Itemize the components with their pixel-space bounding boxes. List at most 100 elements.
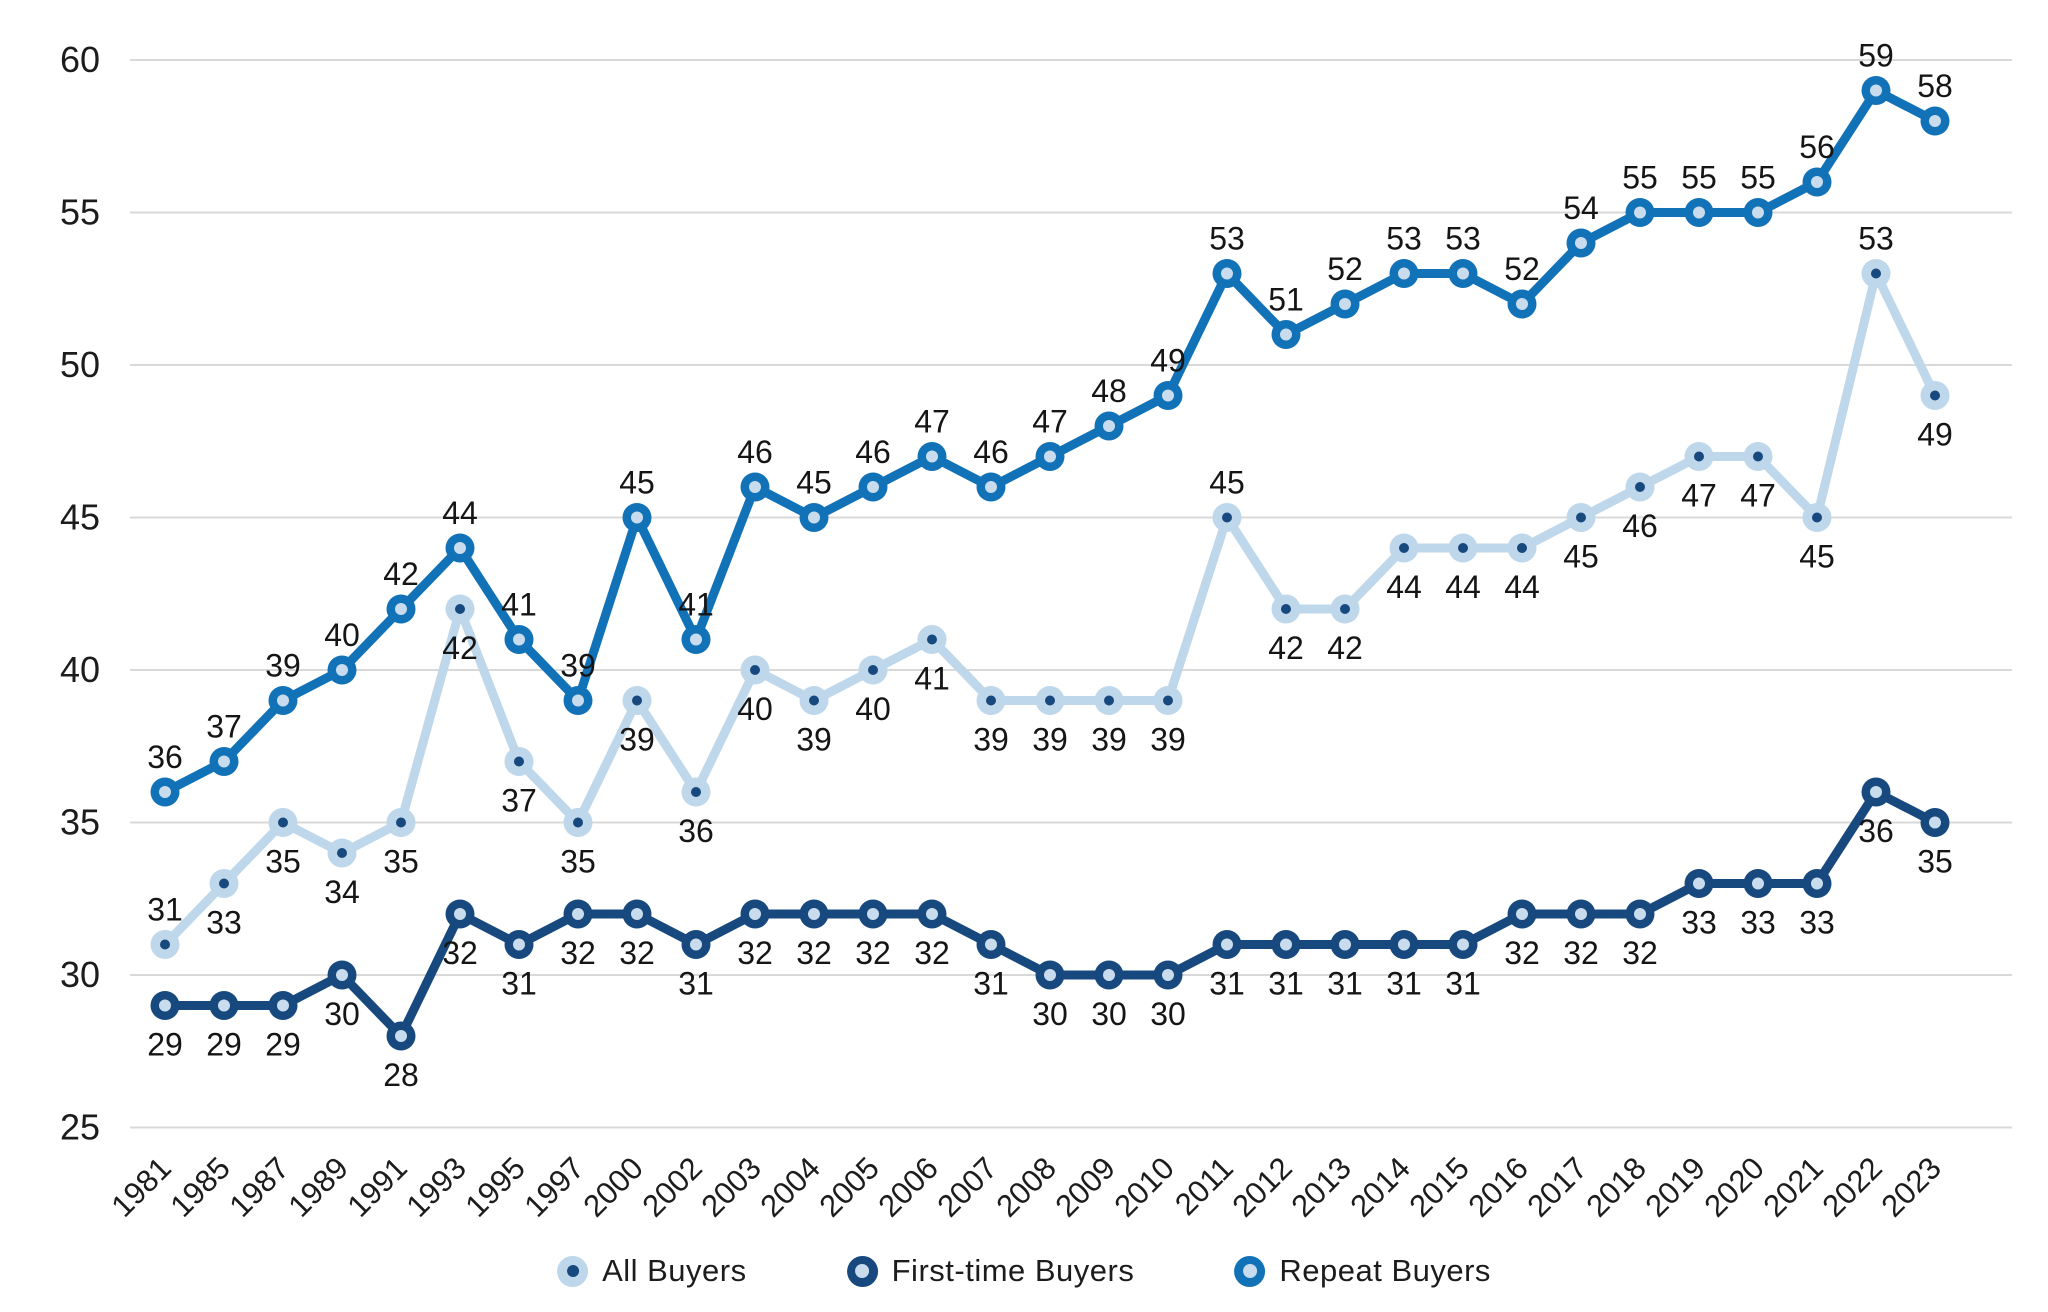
data-point-center-icon [632, 695, 642, 706]
repeat-buyers-marker-icon [1234, 1255, 1266, 1287]
y-tick-label: 60 [60, 39, 100, 80]
x-tick-label: 2010 [1107, 1150, 1181, 1224]
data-label: 29 [265, 1027, 301, 1063]
data-label: 32 [1563, 935, 1599, 971]
x-tick-label: 1985 [163, 1150, 237, 1224]
data-point-center-icon [1811, 877, 1823, 890]
data-point-center-icon [454, 542, 466, 554]
data-label: 39 [619, 722, 655, 758]
data-label: 42 [442, 630, 478, 666]
data-point-center-icon [1104, 695, 1114, 706]
repeat-buyers-marker-dot-icon [1242, 1264, 1257, 1278]
data-point-center-icon [927, 634, 937, 645]
data-point-center-icon [1399, 543, 1409, 553]
data-label: 40 [737, 691, 773, 727]
y-tick-label: 30 [60, 954, 100, 995]
x-tick-label: 2002 [635, 1150, 709, 1224]
data-label: 49 [1150, 343, 1186, 379]
data-label: 39 [1032, 722, 1068, 758]
data-point-center-icon [1280, 938, 1292, 951]
data-label: 42 [383, 556, 419, 592]
data-label: 36 [678, 813, 714, 849]
data-label: 53 [1386, 221, 1422, 257]
data-label: 46 [973, 434, 1009, 470]
x-tick-label: 2023 [1874, 1150, 1948, 1224]
data-label: 46 [1622, 508, 1658, 544]
data-point-center-icon [690, 938, 702, 951]
data-point-center-icon [1044, 450, 1056, 463]
data-label: 32 [737, 935, 773, 971]
data-label: 42 [1327, 630, 1363, 666]
data-point-center-icon [1221, 267, 1233, 280]
data-point-center-icon [1811, 176, 1823, 188]
x-tick-label: 2011 [1168, 1150, 1240, 1222]
data-label: 30 [324, 996, 360, 1032]
data-point-center-icon [218, 999, 230, 1012]
x-tick-label: 2019 [1638, 1150, 1712, 1224]
data-label: 45 [1799, 539, 1835, 575]
y-tick-label: 35 [60, 802, 100, 843]
data-label: 31 [1327, 966, 1363, 1002]
first-time-buyers-marker-dot-icon [855, 1264, 870, 1278]
x-tick-label: 2021 [1756, 1150, 1830, 1224]
y-tick-label: 55 [60, 192, 100, 233]
data-point-center-icon [750, 665, 760, 675]
data-label: 41 [678, 587, 714, 623]
data-label: 31 [678, 966, 714, 1002]
data-point-center-icon [454, 908, 466, 920]
data-point-center-icon [572, 908, 584, 920]
data-point-center-icon [809, 695, 819, 706]
data-label: 46 [737, 434, 773, 470]
x-tick-label: 2016 [1461, 1150, 1535, 1224]
data-point-center-icon [985, 481, 997, 493]
data-point-center-icon [986, 695, 996, 706]
data-label: 31 [1386, 966, 1422, 1002]
data-label: 41 [501, 587, 537, 623]
data-point-center-icon [691, 787, 701, 797]
data-label: 32 [619, 935, 655, 971]
data-label: 35 [383, 844, 419, 880]
data-point-center-icon [573, 817, 583, 828]
data-point-center-icon [1870, 786, 1882, 798]
data-point-center-icon [278, 817, 288, 828]
data-point-center-icon [277, 999, 289, 1012]
data-point-center-icon [1693, 206, 1705, 219]
x-tick-label: 2008 [989, 1150, 1063, 1224]
x-tick-label: 2015 [1402, 1150, 1476, 1224]
data-point-center-icon [867, 908, 879, 920]
data-point-center-icon [1458, 543, 1468, 553]
data-point-center-icon [159, 786, 171, 798]
data-label: 56 [1799, 129, 1835, 165]
data-point-center-icon [1280, 328, 1292, 341]
data-label: 52 [1504, 251, 1540, 287]
data-point-center-icon [337, 848, 347, 858]
data-label: 59 [1858, 38, 1894, 74]
data-label: 31 [1209, 966, 1245, 1002]
data-point-center-icon [1162, 389, 1174, 402]
data-label: 44 [1445, 569, 1481, 605]
data-label: 30 [1150, 996, 1186, 1032]
data-label: 32 [914, 935, 950, 971]
data-point-center-icon [749, 908, 761, 920]
data-label: 32 [442, 935, 478, 971]
x-tick-label: 1981 [104, 1150, 178, 1224]
data-point-center-icon [277, 694, 289, 707]
legend-item-first-time-buyers: First-time Buyers [846, 1253, 1135, 1289]
data-point-center-icon [1752, 206, 1764, 219]
legend-label-all-buyers: All Buyers [602, 1253, 747, 1288]
data-point-center-icon [1634, 206, 1646, 219]
data-point-center-icon [1753, 451, 1763, 462]
x-tick-label: 2003 [694, 1150, 768, 1224]
data-point-center-icon [1812, 512, 1822, 523]
x-tick-label: 2007 [930, 1150, 1004, 1224]
legend-item-repeat-buyers: Repeat Buyers [1234, 1253, 1491, 1289]
data-point-center-icon [1044, 969, 1056, 981]
data-point-center-icon [1930, 390, 1940, 401]
data-label: 49 [1917, 417, 1953, 453]
data-point-center-icon [1693, 877, 1705, 890]
data-label: 58 [1917, 68, 1953, 104]
data-point-center-icon [395, 1030, 407, 1042]
x-tick-label: 1989 [281, 1150, 355, 1224]
